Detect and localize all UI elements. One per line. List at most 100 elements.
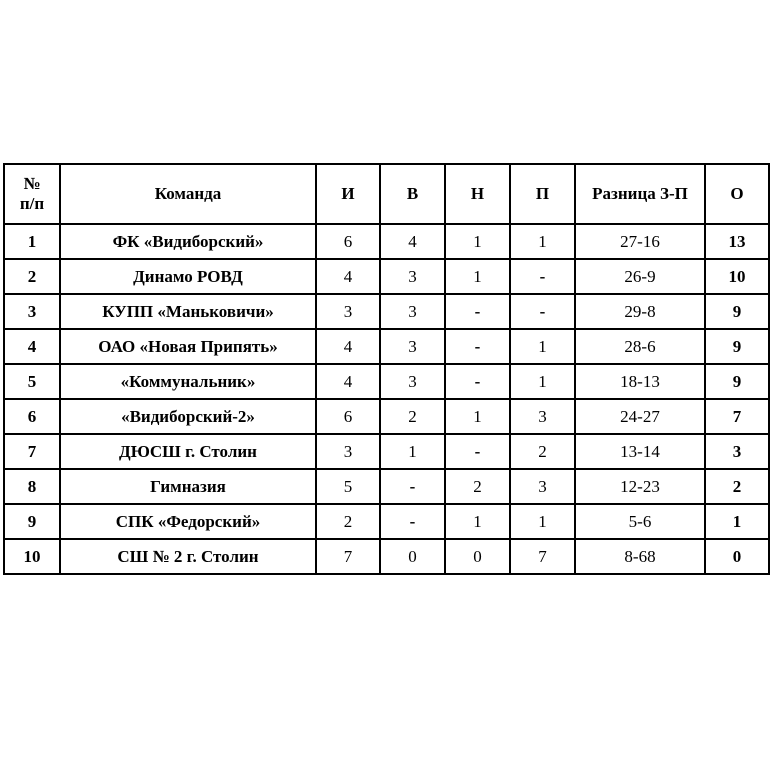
losses: - — [509, 258, 576, 295]
games-played: 4 — [315, 363, 381, 400]
table-row: 10 СШ № 2 г. Столин 7 0 0 7 8-68 0 — [3, 538, 770, 575]
wins: 1 — [379, 433, 446, 470]
points: 9 — [704, 293, 770, 330]
points: 1 — [704, 503, 770, 540]
losses: 1 — [509, 503, 576, 540]
losses: 1 — [509, 328, 576, 365]
row-number: 3 — [3, 293, 61, 330]
row-number: 1 — [3, 223, 61, 260]
header-row: № п/п Команда И В Н П Разница З-П О — [3, 163, 770, 225]
wins: 3 — [379, 258, 446, 295]
team-name: Динамо РОВД — [59, 258, 317, 295]
wins: 4 — [379, 223, 446, 260]
table-row: 7 ДЮСШ г. Столин 3 1 - 2 13-14 3 — [3, 433, 770, 470]
points: 0 — [704, 538, 770, 575]
row-number: 7 — [3, 433, 61, 470]
goal-diff: 26-9 — [574, 258, 706, 295]
team-name: СШ № 2 г. Столин — [59, 538, 317, 575]
team-name: «Коммунальник» — [59, 363, 317, 400]
games-played: 6 — [315, 398, 381, 435]
goal-diff: 24-27 — [574, 398, 706, 435]
league-standings-table: № п/п Команда И В Н П Разница З-П О 1 ФК… — [3, 163, 770, 575]
goal-diff: 5-6 — [574, 503, 706, 540]
goal-diff: 12-23 — [574, 468, 706, 505]
draws: 1 — [444, 503, 511, 540]
losses: - — [509, 293, 576, 330]
row-number: 10 — [3, 538, 61, 575]
goal-diff: 18-13 — [574, 363, 706, 400]
wins: - — [379, 468, 446, 505]
draws: 1 — [444, 398, 511, 435]
table-row: 6 «Видиборский-2» 6 2 1 3 24-27 7 — [3, 398, 770, 435]
draws: 1 — [444, 223, 511, 260]
team-name: Гимназия — [59, 468, 317, 505]
draws: - — [444, 433, 511, 470]
table-row: 2 Динамо РОВД 4 3 1 - 26-9 10 — [3, 258, 770, 295]
games-played: 2 — [315, 503, 381, 540]
wins: 0 — [379, 538, 446, 575]
goal-diff: 27-16 — [574, 223, 706, 260]
games-played: 7 — [315, 538, 381, 575]
losses: 3 — [509, 468, 576, 505]
row-number: 9 — [3, 503, 61, 540]
team-name: ФК «Видиборский» — [59, 223, 317, 260]
table-row: 8 Гимназия 5 - 2 3 12-23 2 — [3, 468, 770, 505]
losses: 1 — [509, 223, 576, 260]
team-name: СПК «Федорский» — [59, 503, 317, 540]
draws: 1 — [444, 258, 511, 295]
losses: 3 — [509, 398, 576, 435]
points: 7 — [704, 398, 770, 435]
col-header-wins: В — [379, 163, 446, 225]
row-number: 8 — [3, 468, 61, 505]
table-row: 1 ФК «Видиборский» 6 4 1 1 27-16 13 — [3, 223, 770, 260]
draws: - — [444, 328, 511, 365]
points: 13 — [704, 223, 770, 260]
col-header-played: И — [315, 163, 381, 225]
row-number: 5 — [3, 363, 61, 400]
col-header-number: № п/п — [3, 163, 61, 225]
wins: - — [379, 503, 446, 540]
games-played: 3 — [315, 433, 381, 470]
row-number: 6 — [3, 398, 61, 435]
row-number: 4 — [3, 328, 61, 365]
points: 3 — [704, 433, 770, 470]
table-row: 3 КУПП «Маньковичи» 3 3 - - 29-8 9 — [3, 293, 770, 330]
goal-diff: 13-14 — [574, 433, 706, 470]
row-number: 2 — [3, 258, 61, 295]
draws: 2 — [444, 468, 511, 505]
table-row: 4 ОАО «Новая Припять» 4 3 - 1 28-6 9 — [3, 328, 770, 365]
table-row: 5 «Коммунальник» 4 3 - 1 18-13 9 — [3, 363, 770, 400]
wins: 2 — [379, 398, 446, 435]
losses: 7 — [509, 538, 576, 575]
goal-diff: 8-68 — [574, 538, 706, 575]
games-played: 3 — [315, 293, 381, 330]
col-header-draws: Н — [444, 163, 511, 225]
games-played: 6 — [315, 223, 381, 260]
team-name: «Видиборский-2» — [59, 398, 317, 435]
col-header-goal-diff: Разница З-П — [574, 163, 706, 225]
games-played: 5 — [315, 468, 381, 505]
table-row: 9 СПК «Федорский» 2 - 1 1 5-6 1 — [3, 503, 770, 540]
draws: - — [444, 363, 511, 400]
draws: - — [444, 293, 511, 330]
points: 10 — [704, 258, 770, 295]
points: 9 — [704, 328, 770, 365]
col-header-team: Команда — [59, 163, 317, 225]
team-name: ДЮСШ г. Столин — [59, 433, 317, 470]
wins: 3 — [379, 328, 446, 365]
points: 9 — [704, 363, 770, 400]
losses: 2 — [509, 433, 576, 470]
goal-diff: 28-6 — [574, 328, 706, 365]
draws: 0 — [444, 538, 511, 575]
games-played: 4 — [315, 328, 381, 365]
team-name: КУПП «Маньковичи» — [59, 293, 317, 330]
goal-diff: 29-8 — [574, 293, 706, 330]
losses: 1 — [509, 363, 576, 400]
wins: 3 — [379, 363, 446, 400]
points: 2 — [704, 468, 770, 505]
col-header-points: О — [704, 163, 770, 225]
games-played: 4 — [315, 258, 381, 295]
team-name: ОАО «Новая Припять» — [59, 328, 317, 365]
wins: 3 — [379, 293, 446, 330]
